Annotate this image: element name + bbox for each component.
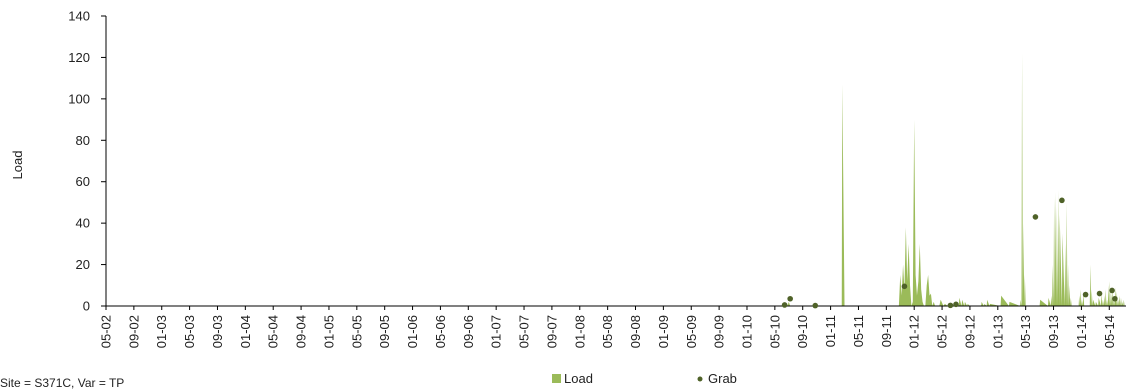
y-axis-ticks: 0 20 40 60 80 100 120 140 (68, 9, 106, 314)
x-tick-label: 01-05 (321, 315, 336, 348)
y-tick-label: 60 (76, 174, 90, 189)
x-tick-label: 05-10 (767, 315, 782, 348)
x-tick-label: 09-10 (795, 315, 810, 348)
x-tick-label: 09-07 (544, 315, 559, 348)
x-tick-label: 05-03 (182, 315, 197, 348)
grab-point (1059, 198, 1065, 204)
x-tick-label: 05-04 (266, 315, 281, 348)
x-tick-label: 05-09 (684, 315, 699, 348)
x-tick-label: 01-08 (572, 315, 587, 348)
x-tick-label: 09-03 (210, 315, 225, 348)
x-tick-label: 05-11 (851, 315, 866, 347)
x-tick-label: 05-14 (1102, 315, 1117, 348)
grab-point (812, 303, 818, 309)
legend-load-label: Load (564, 371, 593, 386)
x-tick-label: 05-12 (935, 315, 950, 348)
x-tick-label: 05-13 (1018, 315, 1033, 348)
x-tick-label: 09-04 (294, 315, 309, 348)
grab-point (1033, 214, 1039, 220)
x-tick-label: 09-11 (879, 315, 894, 347)
x-tick-label: 05-05 (349, 315, 364, 348)
grab-point (782, 302, 788, 308)
grab-point (1112, 296, 1118, 302)
y-tick-label: 140 (68, 9, 90, 24)
x-tick-label: 05-08 (600, 315, 615, 348)
x-axis-ticks: 05-02 09-02 01-03 05-03 09-03 01-04 05-04 09-04… (99, 306, 1117, 348)
x-tick-label: 05-02 (99, 315, 114, 348)
load-area (106, 53, 1126, 306)
legend: Load Grab (552, 371, 737, 386)
x-tick-label: 01-03 (154, 315, 169, 348)
load-area-layer (106, 53, 1126, 306)
grab-point (1097, 291, 1103, 297)
x-tick-label: 09-13 (1046, 315, 1061, 348)
y-tick-label: 0 (83, 299, 90, 314)
grab-point (948, 303, 954, 309)
legend-grab-marker (698, 377, 703, 382)
legend-grab-label: Grab (708, 371, 737, 386)
grab-point (1109, 288, 1115, 294)
y-tick-label: 40 (76, 216, 90, 231)
grab-point (787, 296, 793, 302)
legend-load-swatch (552, 374, 561, 383)
y-tick-label: 120 (68, 50, 90, 65)
x-tick-label: 01-04 (238, 315, 253, 348)
grab-point (953, 302, 959, 308)
x-tick-label: 01-06 (405, 315, 420, 348)
x-tick-label: 05-07 (517, 315, 532, 348)
x-tick-label: 01-07 (489, 315, 504, 348)
x-tick-label: 09-08 (628, 315, 643, 348)
x-tick-label: 01-14 (1074, 315, 1089, 348)
grab-point (1083, 292, 1089, 298)
y-tick-label: 100 (68, 91, 90, 106)
footer-site-var-text: Site = S371C, Var = TP (0, 376, 124, 390)
y-axis-label: Load (10, 151, 25, 180)
x-tick-label: 09-09 (712, 315, 727, 348)
y-tick-label: 80 (76, 133, 90, 148)
x-tick-label: 05-06 (433, 315, 448, 348)
x-tick-label: 01-09 (656, 315, 671, 348)
x-tick-label: 09-06 (461, 315, 476, 348)
grab-point (902, 284, 908, 290)
x-tick-label: 01-12 (907, 315, 922, 348)
x-tick-label: 09-05 (377, 315, 392, 348)
x-tick-label: 09-12 (962, 315, 977, 348)
y-tick-label: 20 (76, 257, 90, 272)
axes (106, 16, 1126, 306)
x-tick-label: 01-11 (823, 315, 838, 347)
x-tick-label: 01-10 (739, 315, 754, 348)
x-tick-label: 01-13 (990, 315, 1005, 348)
x-tick-label: 09-02 (126, 315, 141, 348)
